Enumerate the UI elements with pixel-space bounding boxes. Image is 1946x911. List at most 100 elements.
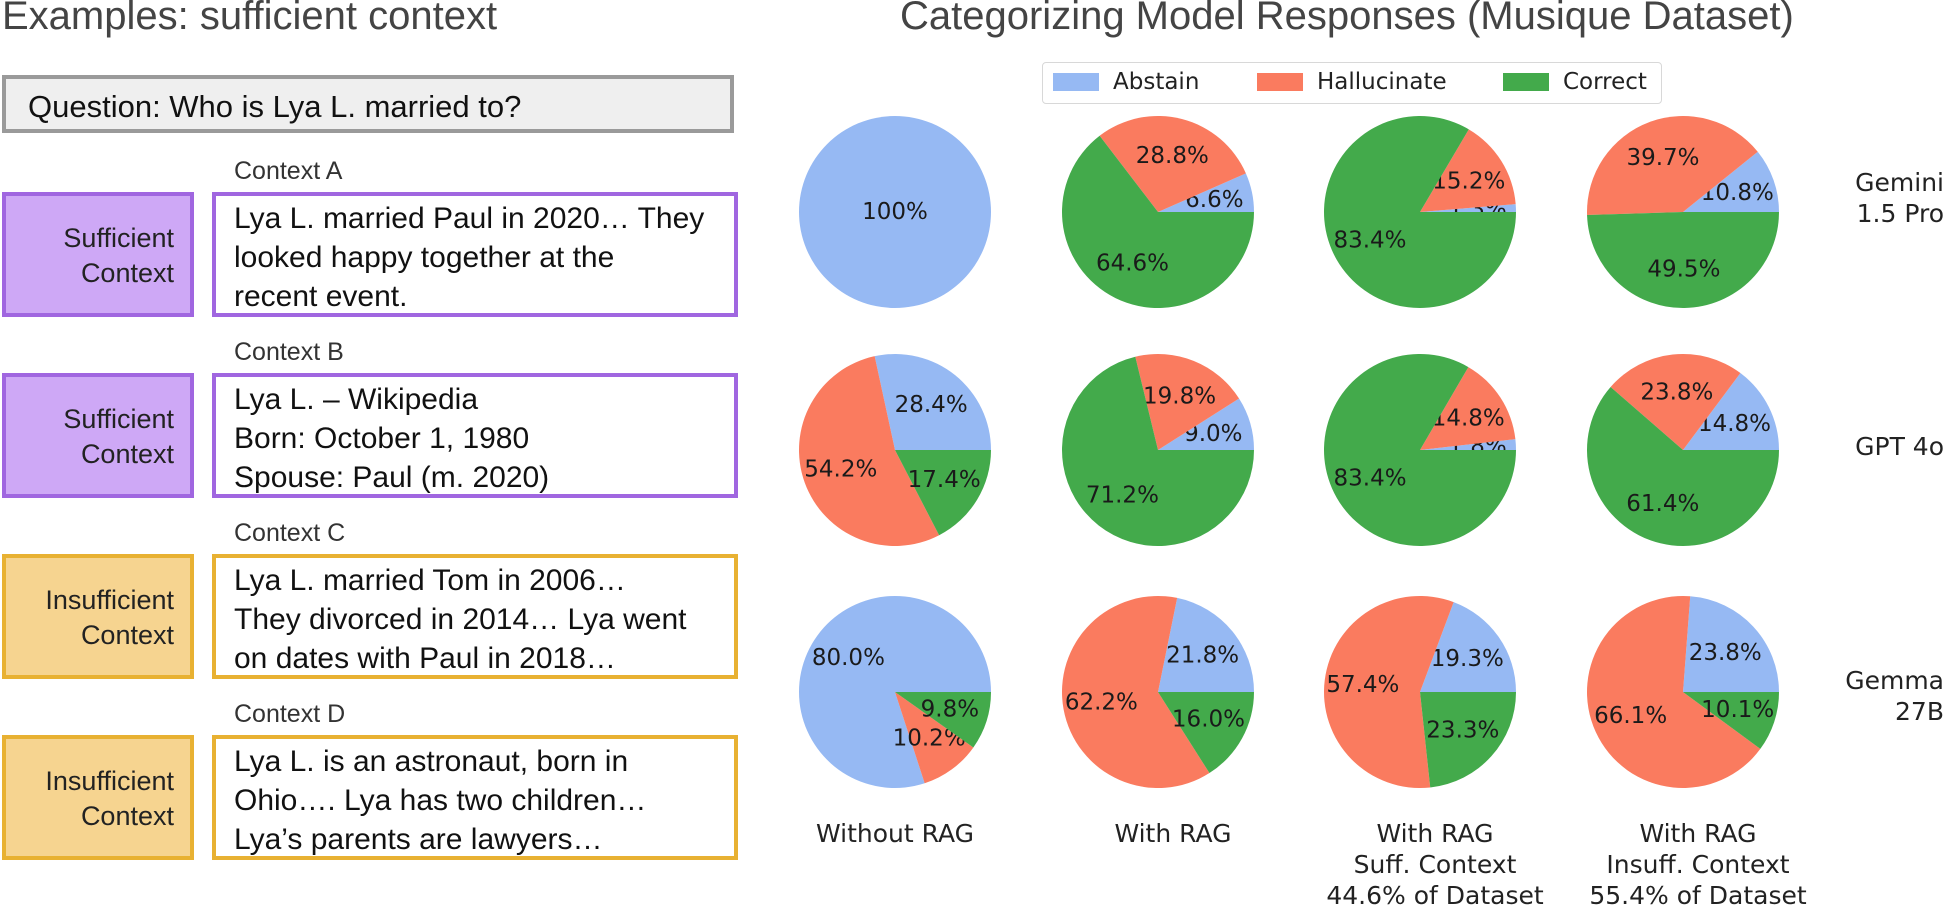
pie-slice-correct [1062, 135, 1254, 308]
pie-data-label: 21.8% [1166, 643, 1239, 669]
pie-data-label: 61.4% [1626, 491, 1699, 517]
pie-slice-correct [1586, 386, 1779, 547]
column-label-line: With RAG [1376, 819, 1494, 848]
row-label-line: GPT 4o [1855, 432, 1944, 461]
context-c-text-line: on dates with Paul in 2018… [234, 642, 616, 675]
column-label-with-rag: With RAG [1043, 818, 1303, 849]
pie-slice-abstain [1420, 204, 1516, 212]
pie-slice-hallucinate [1099, 116, 1246, 212]
context-d-label: Context D [234, 700, 346, 728]
context-a-text-line: recent event. [234, 280, 408, 313]
context-d-text-line: Ohio…. Lya has two children… [234, 784, 647, 817]
legend-label-correct: Correct [1563, 69, 1647, 95]
pie-slice-hallucinate [1587, 596, 1761, 788]
pie-data-label: 10.1% [1701, 697, 1774, 723]
column-label-suff-context: With RAG Suff. Context 44.6% of Dataset [1305, 818, 1565, 911]
context-d-text-line: Lya L. is an astronaut, born in [234, 745, 629, 778]
pie-data-label: 54.2% [804, 457, 877, 483]
row-label-line: 27B [1895, 697, 1944, 726]
context-a-text-line: looked happy together at the [234, 241, 615, 274]
context-d-box: Lya L. is an astronaut, born in Ohio…. L… [212, 735, 738, 860]
context-d-tag-line: Insufficient [45, 766, 174, 796]
context-b-tag-line: Context [80, 439, 174, 469]
row-label-gemini: Gemini 1.5 Pro [1855, 167, 1944, 229]
column-label-insuff-context: With RAG Insuff. Context 55.4% of Datase… [1568, 818, 1828, 911]
chart-title: Categorizing Model Responses (Musique Da… [900, 0, 1794, 38]
pie-data-label: 15.2% [1432, 168, 1505, 194]
column-label-line: With RAG [1114, 819, 1232, 848]
pie-data-label: 14.8% [1432, 406, 1505, 432]
context-b-text-line: Spouse: Paul (m. 2020) [234, 461, 550, 494]
row-label-gpt4o: GPT 4o [1855, 431, 1944, 462]
pie-slice-hallucinate [895, 692, 974, 784]
pie-data-label: 28.8% [1136, 143, 1209, 169]
pie-data-label: 17.4% [908, 467, 981, 493]
chart-legend: Abstain Hallucinate Correct [1042, 62, 1662, 104]
context-d-text-line: Lya’s parents are lawyers… [234, 823, 603, 856]
pie-slice-abstain [1683, 151, 1779, 212]
context-a-tag: Sufficient Context [2, 192, 194, 317]
pie-slice-hallucinate [1062, 596, 1210, 788]
pie-slice-abstain [1158, 398, 1254, 450]
legend-swatch-hallucinate [1257, 73, 1303, 91]
pie-slice-hallucinate [799, 356, 940, 546]
pie-data-label: 49.5% [1647, 257, 1720, 283]
column-label-line: Without RAG [815, 819, 975, 848]
context-a-text-line: Lya L. married Paul in 2020… They [234, 202, 705, 235]
left-panel-title: Examples: sufficient context [2, 0, 498, 38]
pie-data-label: 23.8% [1689, 640, 1762, 666]
context-c-box: Lya L. married Tom in 2006… They divorce… [212, 554, 738, 679]
row-label-line: Gemma [1845, 666, 1944, 695]
pie-slice-hallucinate [1135, 354, 1240, 450]
pie-data-label: 19.8% [1143, 384, 1216, 410]
pie-data-label: 19.3% [1431, 646, 1504, 672]
context-c-label: Context C [234, 519, 346, 547]
row-label-line: 1.5 Pro [1856, 199, 1944, 228]
column-label-without-rag: Without RAG [765, 818, 1025, 849]
legend-swatch-correct [1503, 73, 1549, 91]
pie-data-label: 80.0% [812, 645, 885, 671]
pie-slice-hallucinate [1587, 115, 1758, 216]
legend-item-correct: Correct [1503, 69, 1647, 95]
context-d-tag: Insufficient Context [2, 735, 194, 860]
pie-data-label: 66.1% [1594, 703, 1667, 729]
column-label-line: Suff. Context [1353, 850, 1517, 879]
pie-slice-correct [1323, 354, 1516, 547]
context-a-label: Context A [234, 157, 343, 185]
pie-data-label: 39.7% [1626, 145, 1699, 171]
pie-data-label: 64.6% [1096, 251, 1169, 277]
column-label-line: 44.6% of Dataset [1326, 881, 1544, 910]
column-label-line: With RAG [1639, 819, 1757, 848]
context-c-text-line: They divorced in 2014… Lya went [234, 603, 687, 636]
pie-slice-correct [895, 692, 991, 748]
pie-slice-abstain [799, 116, 991, 308]
pie-slice-hallucinate [1420, 367, 1516, 450]
pie-slice-correct [1324, 116, 1516, 309]
pie-data-label: 9.8% [921, 696, 979, 722]
pie-slice-abstain [1683, 373, 1779, 450]
pie-slice-abstain [1420, 602, 1516, 692]
pie-slice-correct [1158, 692, 1254, 774]
context-d-tag-line: Context [80, 801, 174, 831]
legend-swatch-abstain [1053, 73, 1099, 91]
context-c-text-line: Lya L. married Tom in 2006… [234, 564, 626, 597]
context-b-text-line: Born: October 1, 1980 [234, 422, 530, 455]
pie-slice-correct [1062, 356, 1254, 546]
context-a-tag-line: Context [80, 258, 174, 288]
pie-slice-abstain [1158, 597, 1254, 692]
question-box: Question: Who is Lya L. married to? [2, 75, 734, 133]
pie-data-label: 23.3% [1426, 717, 1499, 743]
pie-slice-abstain [1158, 173, 1254, 212]
legend-label-abstain: Abstain [1113, 69, 1200, 95]
pie-slice-correct [1420, 692, 1516, 788]
pie-data-label: 28.4% [895, 392, 968, 418]
pie-data-label: 62.2% [1065, 689, 1138, 715]
column-label-line: 55.4% of Dataset [1589, 881, 1807, 910]
row-label-gemma: Gemma 27B [1845, 665, 1944, 727]
context-b-tag: Sufficient Context [2, 373, 194, 498]
pie-data-label: 100% [862, 199, 928, 225]
pie-slice-hallucinate [1420, 129, 1516, 212]
pie-slice-abstain [1420, 439, 1516, 450]
legend-item-hallucinate: Hallucinate [1257, 69, 1447, 95]
